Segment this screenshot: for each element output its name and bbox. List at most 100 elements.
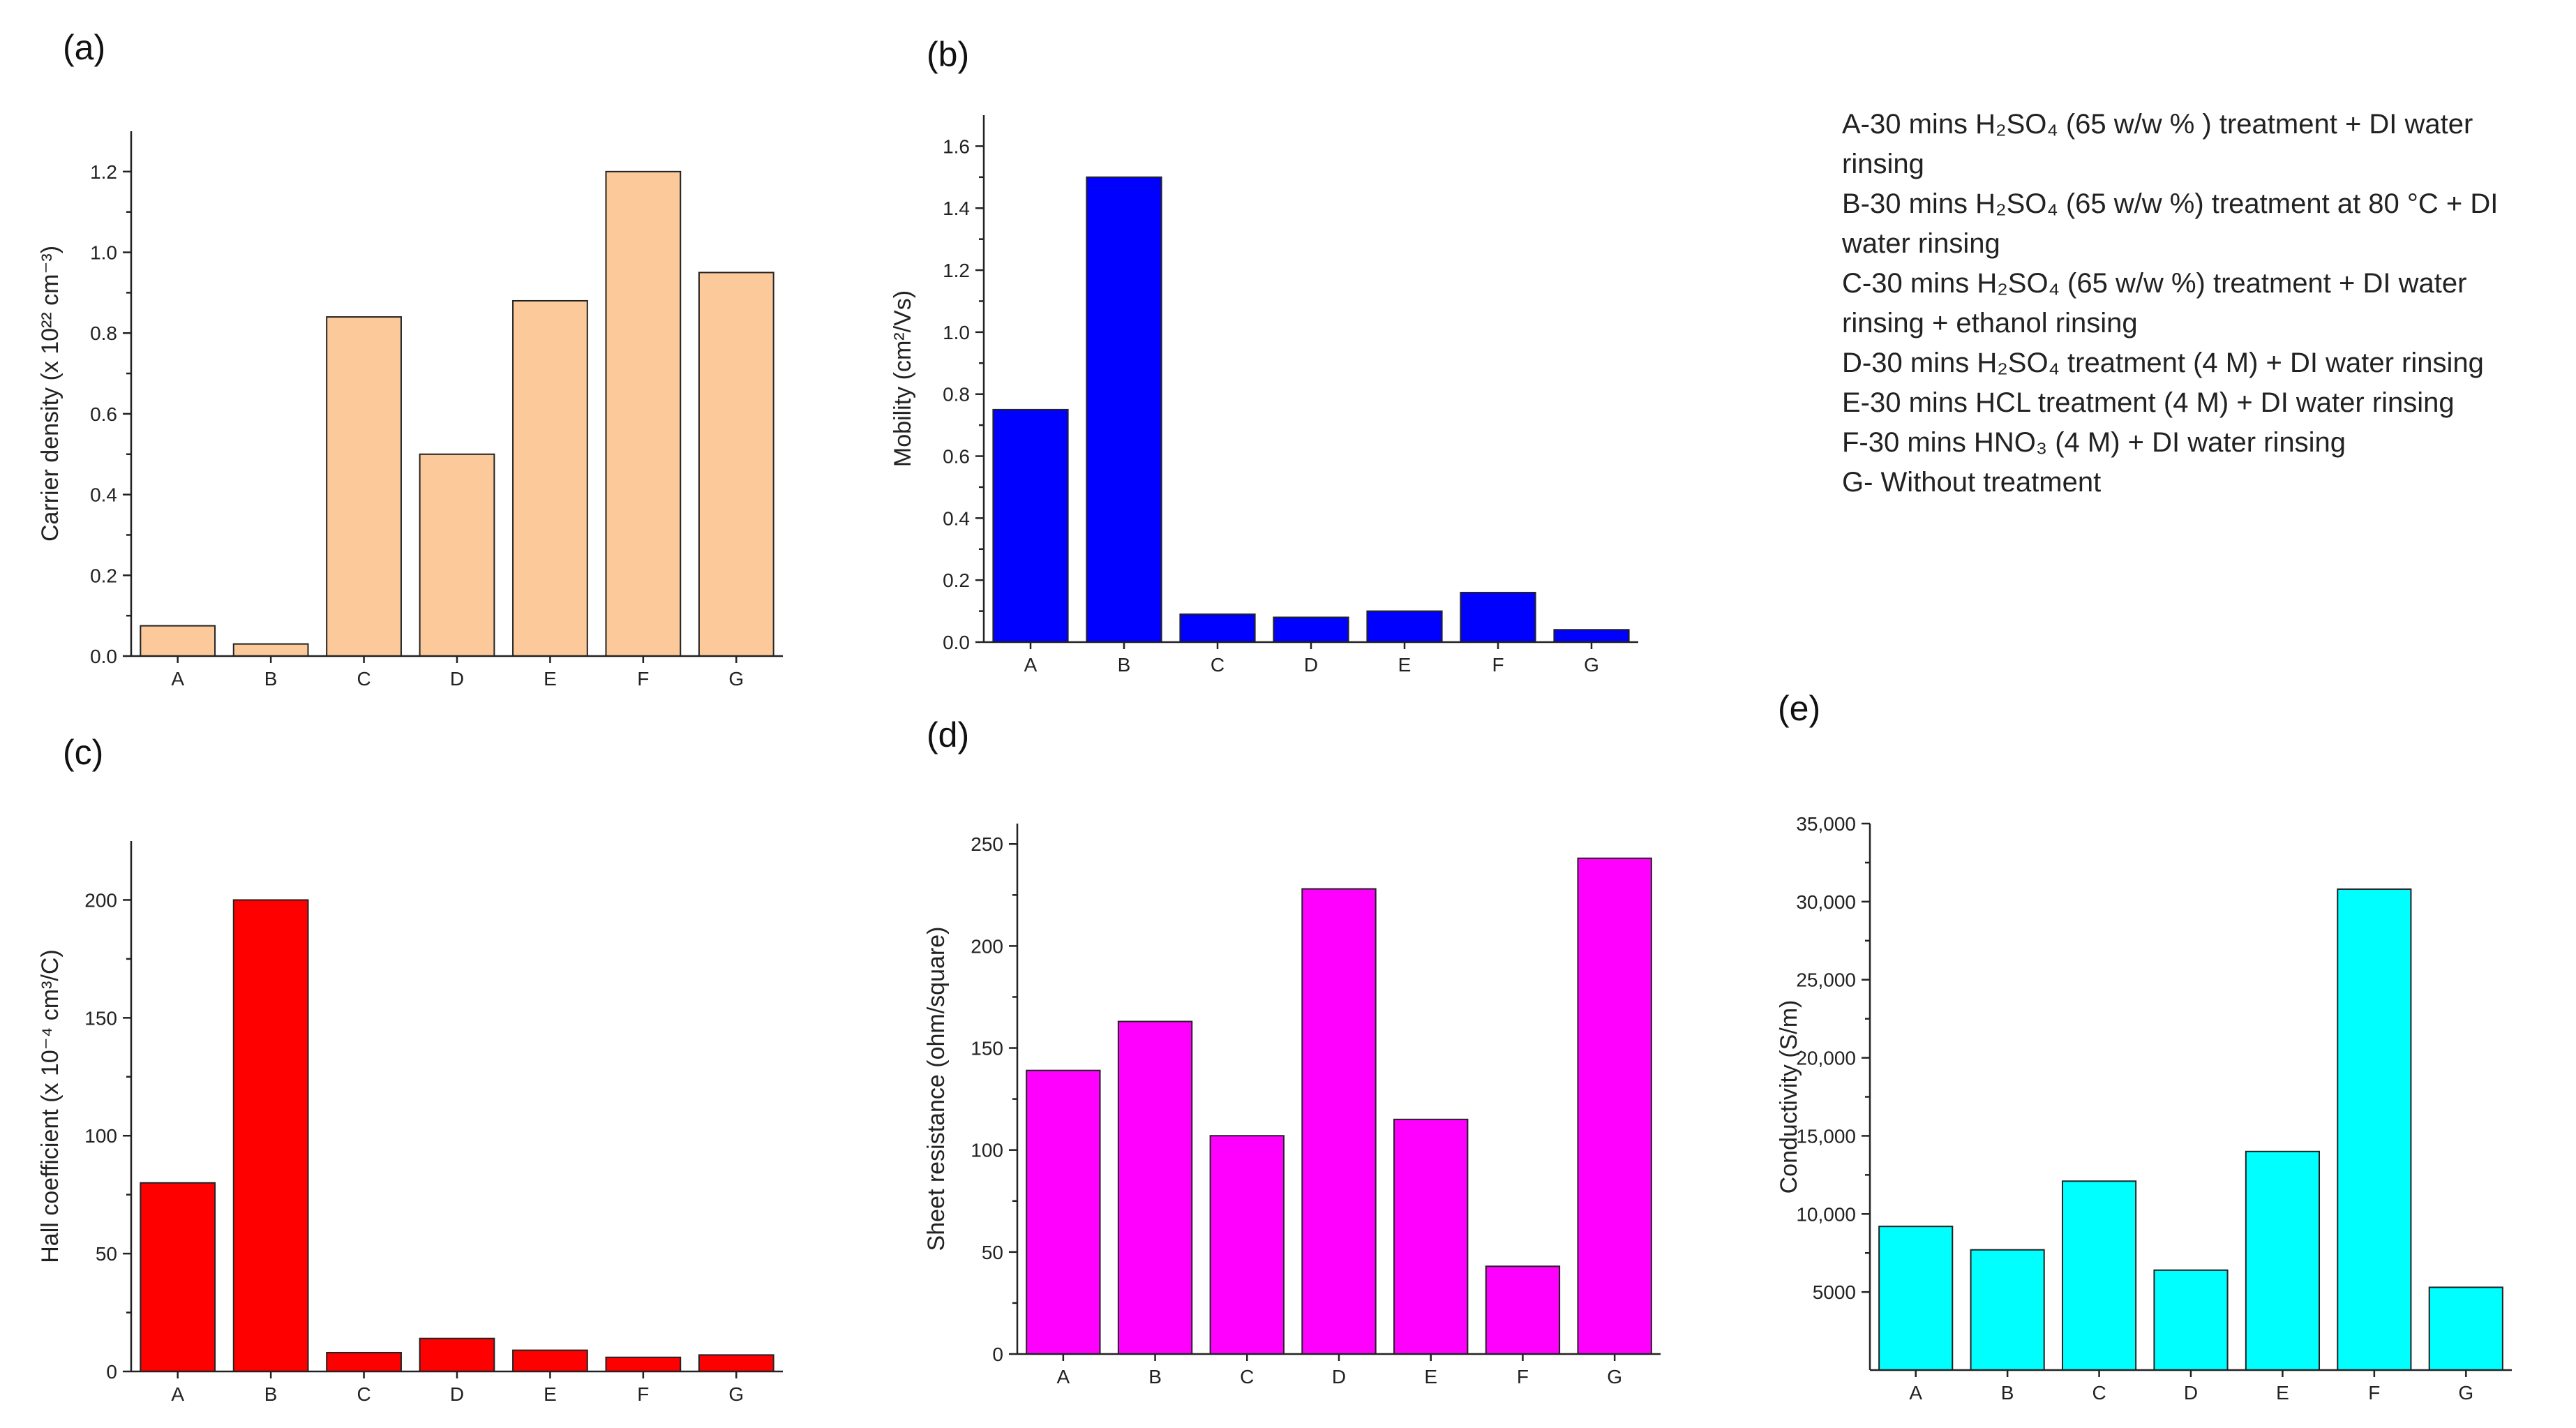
chart-2-bar-C xyxy=(326,1351,402,1373)
chart-2-xtick-label: C xyxy=(357,1383,370,1405)
chart-2-ytick-label: 100 xyxy=(84,1125,117,1147)
panel-d-sheet-resistance: (d) 0 50 100 150 200 250 A B C D E F G Sheet resistanc… xyxy=(923,715,1661,1388)
chart-2-xtick-label: B xyxy=(264,1383,278,1405)
chart-0-bar-C xyxy=(326,316,402,657)
legend-item-g: G- Without treatment xyxy=(1842,467,2102,498)
chart-0-xtick-label: F xyxy=(637,668,649,690)
chart-3-ytick-label: 200 xyxy=(971,935,1003,957)
chart-3-xtick-label: C xyxy=(1240,1366,1254,1388)
chart-2-xtick-label: A xyxy=(171,1383,184,1405)
chart-3-xtick-label: F xyxy=(1517,1366,1529,1388)
chart-0-panel-label: (a) xyxy=(63,28,105,67)
chart-2-xtick-label: G xyxy=(728,1383,744,1405)
chart-4-ytick-label: 15,000 xyxy=(1796,1125,1856,1147)
chart-4-bar-B xyxy=(1970,1249,2045,1371)
legend-item-b: B-30 mins H₂SO₄ (65 w/w %) treatment at … xyxy=(1842,188,2499,259)
chart-0-ytick-label: 0.2 xyxy=(90,565,117,586)
chart-1-xtick-label: E xyxy=(1398,654,1411,676)
chart-1-xtick-label: F xyxy=(1492,654,1504,676)
chart-4-xtick-label: A xyxy=(1909,1382,1922,1404)
chart-2-ytick-label: 200 xyxy=(84,889,117,911)
chart-1-ytick-label: 0.2 xyxy=(943,570,970,591)
chart-1-xtick-label: B xyxy=(1118,654,1131,676)
chart-3-xtick-label: B xyxy=(1148,1366,1162,1388)
chart-1-ytick-label: 1.6 xyxy=(943,135,970,157)
chart-0-y-axis-title: Carrier density (x 10²² cm⁻³) xyxy=(37,246,63,542)
chart-0-ytick-label: 1.0 xyxy=(90,242,117,264)
chart-1-bar-D xyxy=(1273,616,1349,643)
panel-e-conductivity: (e) 5000 10,000 15,000 20,000 25,000 30,000 35,… xyxy=(1776,689,2512,1404)
panel-b-mobility: (b) 0.0 0.2 0.4 0.6 0.8 1.0 1.2 1.4 1.6 A B C D E F G Mob… xyxy=(890,35,1638,676)
chart-1-bar-E xyxy=(1366,610,1443,644)
chart-0-ytick-label: 1.2 xyxy=(90,161,117,183)
chart-2-bar-B xyxy=(232,899,309,1372)
chart-4-bar-C xyxy=(2062,1180,2137,1371)
chart-0-bar-A xyxy=(140,625,216,657)
chart-3-ytick-label: 150 xyxy=(971,1038,1003,1059)
chart-4-panel-label: (e) xyxy=(1778,689,1820,728)
chart-1-ytick-label: 1.2 xyxy=(943,260,970,281)
chart-3-xtick-label: G xyxy=(1607,1366,1622,1388)
chart-4-xtick-label: G xyxy=(2458,1382,2473,1404)
legend-item-a: A-30 mins H₂SO₄ (65 w/w % ) treatment + … xyxy=(1842,109,2473,179)
chart-3-bar-A xyxy=(1026,1069,1101,1355)
chart-4-xtick-label: F xyxy=(2368,1382,2380,1404)
chart-0-xtick-label: D xyxy=(450,668,464,690)
chart-0-bar-D xyxy=(419,453,495,657)
chart-0-xtick-label: E xyxy=(544,668,557,690)
treatment-legend: A-30 mins H₂SO₄ (65 w/w % ) treatment + … xyxy=(1842,105,2540,503)
chart-4-xtick-label: D xyxy=(2184,1382,2198,1404)
chart-1-ytick-label: 1.4 xyxy=(943,198,970,219)
chart-1-xtick-label: A xyxy=(1024,654,1038,676)
chart-4-bar-D xyxy=(2153,1269,2229,1371)
chart-4-y-axis-title: Conductivity (S/m) xyxy=(1776,1000,1802,1194)
chart-4-bar-E xyxy=(2245,1150,2321,1371)
chart-4-ytick-label: 25,000 xyxy=(1796,969,1856,991)
chart-4-xtick-label: C xyxy=(2092,1382,2106,1404)
chart-4-ytick-label: 35,000 xyxy=(1796,813,1856,835)
chart-4-bar-F xyxy=(2337,888,2412,1371)
chart-2-ytick-label: 150 xyxy=(84,1007,117,1029)
chart-4-ytick-label: 20,000 xyxy=(1796,1048,1856,1069)
chart-3-xtick-label: D xyxy=(1332,1366,1346,1388)
chart-0-xtick-label: A xyxy=(171,668,184,690)
chart-3-bar-B xyxy=(1117,1020,1193,1355)
chart-2-bar-E xyxy=(512,1349,588,1372)
chart-1-bar-F xyxy=(1460,591,1536,643)
chart-2-ytick-label: 50 xyxy=(96,1243,117,1265)
chart-1-ytick-label: 0.4 xyxy=(943,507,970,529)
chart-4-bar-A xyxy=(1878,1226,1954,1371)
chart-2-bar-A xyxy=(140,1182,216,1373)
chart-1-ytick-label: 0.0 xyxy=(943,632,970,653)
chart-3-bar-G xyxy=(1577,857,1652,1355)
chart-4-xtick-label: B xyxy=(2001,1382,2014,1404)
chart-3-ytick-label: 50 xyxy=(982,1242,1003,1263)
chart-1-bar-G xyxy=(1553,629,1630,643)
chart-3-ytick-label: 0 xyxy=(992,1344,1003,1365)
chart-2-panel-label: (c) xyxy=(63,733,103,772)
chart-3-bar-E xyxy=(1393,1118,1469,1355)
chart-1-ytick-label: 0.6 xyxy=(943,446,970,468)
chart-1-panel-label: (b) xyxy=(927,35,969,74)
chart-4-ytick-label: 30,000 xyxy=(1796,891,1856,913)
chart-0-bar-E xyxy=(512,299,588,657)
chart-4-ytick-label: 5000 xyxy=(1813,1281,1856,1303)
chart-2-xtick-label: E xyxy=(544,1383,557,1405)
chart-4-xtick-label: E xyxy=(2276,1382,2289,1404)
legend-item-d: D-30 mins H₂SO₄ treatment (4 M) + DI wat… xyxy=(1842,348,2484,378)
chart-2-xtick-label: F xyxy=(637,1383,649,1405)
chart-0-ytick-label: 0.4 xyxy=(90,484,117,506)
chart-2-bar-G xyxy=(698,1354,774,1373)
chart-1-ytick-label: 0.8 xyxy=(943,384,970,406)
chart-1-xtick-label: C xyxy=(1211,654,1225,676)
chart-1-bar-B xyxy=(1086,176,1162,643)
chart-0-xtick-label: B xyxy=(264,668,278,690)
legend-item-f: F-30 mins HNO₃ (4 M) + DI water rinsing xyxy=(1842,427,2346,458)
chart-1-bar-C xyxy=(1179,613,1256,644)
panel-c-hall-coefficient: (c) 0 50 100 150 200 A B C D E F G Hall coefficient (… xyxy=(37,733,783,1405)
chart-0-bar-G xyxy=(698,272,774,657)
chart-3-panel-label: (d) xyxy=(927,715,969,754)
chart-0-bar-F xyxy=(605,170,682,657)
chart-3-ytick-label: 100 xyxy=(971,1140,1003,1161)
